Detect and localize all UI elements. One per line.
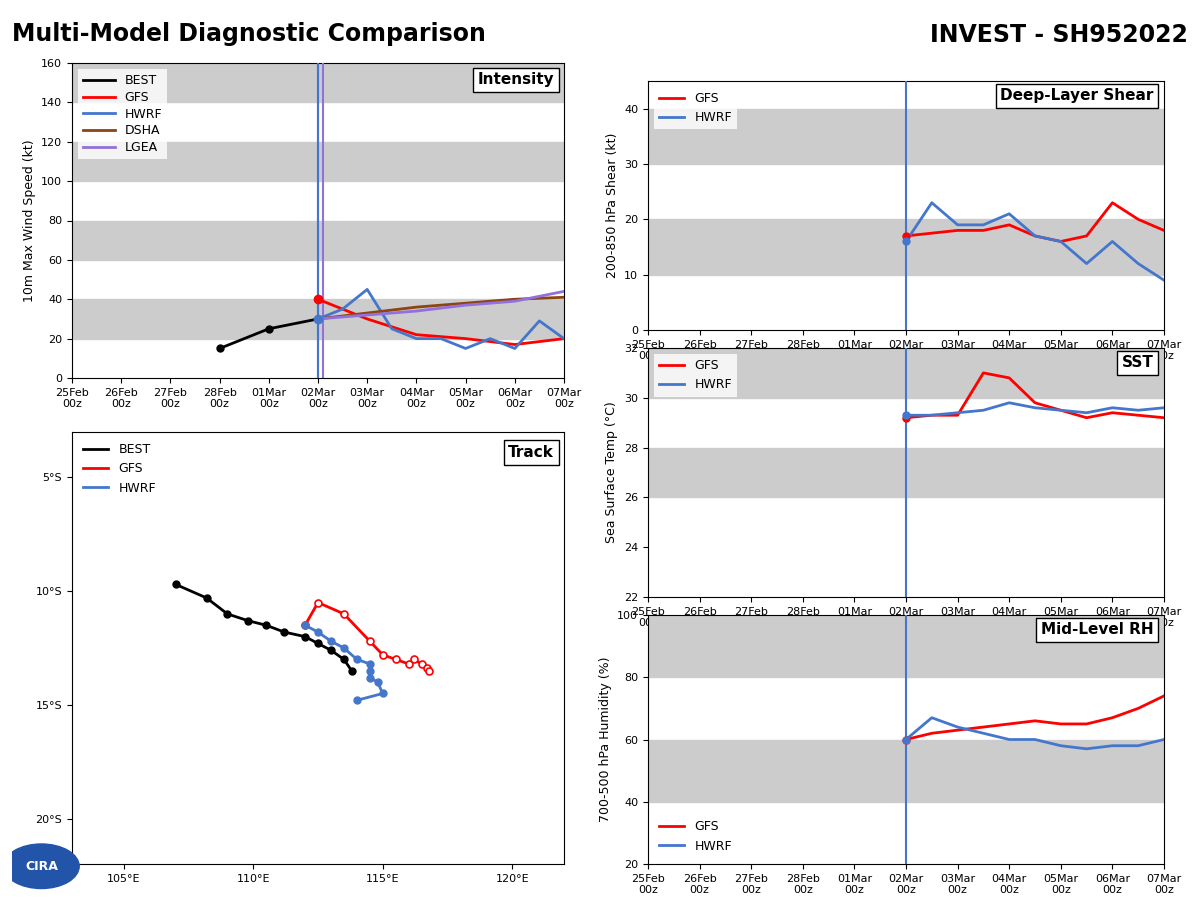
Bar xyxy=(72,141,564,181)
Legend: BEST, GFS, HWRF, DSHA, LGEA: BEST, GFS, HWRF, DSHA, LGEA xyxy=(78,69,167,159)
Y-axis label: Sea Surface Temp (°C): Sea Surface Temp (°C) xyxy=(606,401,618,544)
Bar xyxy=(72,299,564,338)
Legend: BEST, GFS, HWRF: BEST, GFS, HWRF xyxy=(78,438,161,500)
Bar xyxy=(72,63,564,103)
Y-axis label: 200-850 hPa Shear (kt): 200-850 hPa Shear (kt) xyxy=(606,133,618,278)
Text: Multi-Model Diagnostic Comparison: Multi-Model Diagnostic Comparison xyxy=(12,22,486,47)
Bar xyxy=(72,220,564,260)
Bar xyxy=(648,220,1164,274)
Text: Mid-Level RH: Mid-Level RH xyxy=(1042,623,1153,637)
Bar xyxy=(648,348,1164,398)
Bar xyxy=(648,447,1164,498)
Text: Track: Track xyxy=(509,445,554,460)
Text: Deep-Layer Shear: Deep-Layer Shear xyxy=(1001,88,1153,104)
Text: INVEST - SH952022: INVEST - SH952022 xyxy=(930,22,1188,47)
Circle shape xyxy=(4,844,79,888)
Y-axis label: 700-500 hPa Humidity (%): 700-500 hPa Humidity (%) xyxy=(599,657,612,823)
Bar xyxy=(648,740,1164,802)
Legend: GFS, HWRF: GFS, HWRF xyxy=(654,87,737,130)
Text: Intensity: Intensity xyxy=(478,73,554,87)
Y-axis label: 10m Max Wind Speed (kt): 10m Max Wind Speed (kt) xyxy=(23,140,36,302)
Text: CIRA: CIRA xyxy=(25,860,58,873)
Text: SST: SST xyxy=(1122,356,1153,371)
Legend: GFS, HWRF: GFS, HWRF xyxy=(654,355,737,397)
Legend: GFS, HWRF: GFS, HWRF xyxy=(654,815,737,858)
Bar xyxy=(648,109,1164,164)
Bar xyxy=(648,615,1164,677)
